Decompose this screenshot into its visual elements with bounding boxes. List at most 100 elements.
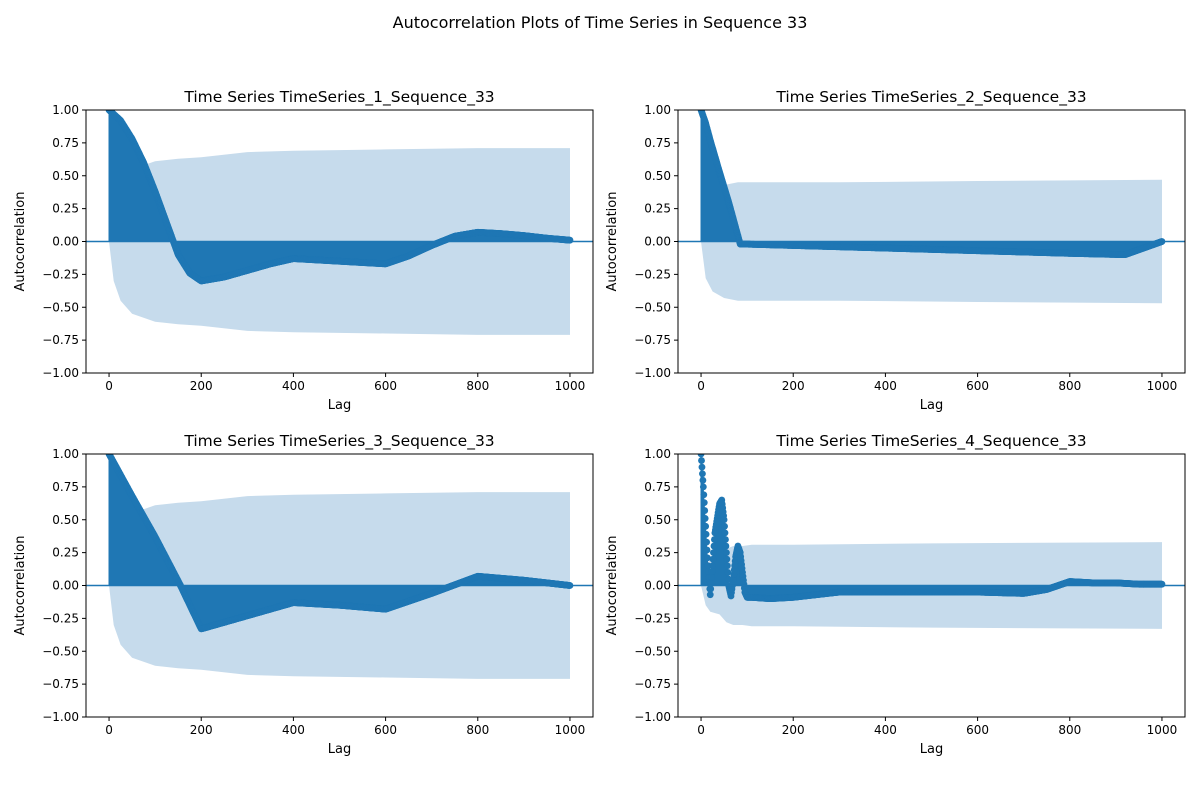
- y-tick-label: 0.50: [644, 169, 671, 183]
- y-tick-label: 0.25: [52, 546, 79, 560]
- y-tick-label: −1.00: [634, 710, 671, 724]
- x-tick-label: 200: [190, 379, 213, 393]
- y-tick-label: −1.00: [42, 710, 79, 724]
- y-tick-label: 0.50: [52, 169, 79, 183]
- y-tick-label: 1.00: [52, 103, 79, 117]
- y-tick-label: 0.00: [644, 579, 671, 593]
- acf-point: [704, 554, 711, 562]
- x-tick-label: 0: [105, 379, 113, 393]
- x-tick-label: 800: [1058, 379, 1081, 393]
- acf-point: [702, 530, 710, 538]
- acf-point: [702, 522, 710, 530]
- x-axis-label: Lag: [328, 742, 351, 757]
- y-tick-label: −0.50: [42, 644, 79, 658]
- acf-point: [723, 555, 731, 563]
- figure-title: Autocorrelation Plots of Time Series in …: [392, 13, 808, 32]
- y-tick-label: 1.00: [644, 103, 671, 117]
- acf-point: [723, 549, 730, 557]
- acf-point: [700, 499, 708, 507]
- x-tick-label: 400: [874, 379, 897, 393]
- acf-point: [699, 470, 706, 478]
- y-tick-label: 0.75: [644, 480, 671, 494]
- acf-point: [721, 522, 728, 530]
- x-tick-label: 600: [966, 723, 989, 737]
- acf-point: [710, 542, 718, 550]
- y-tick-label: −0.25: [634, 267, 671, 281]
- plot-area: [678, 454, 1185, 629]
- x-tick-label: 1000: [1147, 723, 1178, 737]
- y-tick-label: 0.25: [52, 202, 79, 216]
- x-tick-label: 0: [697, 723, 705, 737]
- y-tick-label: −0.25: [634, 611, 671, 625]
- x-tick-label: 800: [1058, 723, 1081, 737]
- acf-point: [721, 529, 729, 537]
- x-tick-label: 1000: [555, 723, 586, 737]
- y-tick-label: 0.75: [52, 480, 79, 494]
- x-tick-label: 200: [190, 723, 213, 737]
- y-axis-label: Autocorrelation: [13, 536, 28, 636]
- y-tick-label: 0.00: [52, 579, 79, 593]
- acf-point: [720, 516, 728, 524]
- x-tick-label: 600: [374, 379, 397, 393]
- x-tick-label: 800: [466, 723, 489, 737]
- acf-markers: [105, 110, 574, 285]
- y-tick-label: −1.00: [634, 366, 671, 380]
- x-tick-label: 400: [282, 723, 305, 737]
- x-tick-label: 600: [374, 723, 397, 737]
- y-tick-label: −0.75: [42, 677, 79, 691]
- acf-point: [708, 573, 716, 581]
- plot-area: [86, 110, 593, 335]
- acf-point: [708, 568, 716, 575]
- panel-title: Time Series TimeSeries_1_Sequence_33: [183, 88, 494, 107]
- acf-point: [698, 457, 705, 464]
- x-tick-label: 200: [782, 379, 805, 393]
- x-axis-label: Lag: [920, 742, 943, 757]
- y-tick-label: 0.25: [644, 546, 671, 560]
- plot-area: [678, 110, 1185, 304]
- x-tick-label: 600: [966, 379, 989, 393]
- acf-markers: [697, 110, 1166, 259]
- y-tick-label: 0.75: [644, 136, 671, 150]
- panel-title: Time Series TimeSeries_4_Sequence_33: [775, 432, 1086, 451]
- acf-point: [711, 536, 718, 543]
- acf-point: [699, 476, 707, 484]
- acf-point: [698, 463, 706, 471]
- acf-point: [722, 536, 729, 543]
- acf-point: [700, 491, 708, 499]
- acf-point: [1158, 580, 1166, 588]
- y-axis-label: Autocorrelation: [605, 536, 620, 636]
- acf-point: [566, 236, 574, 244]
- acf-point: [724, 568, 732, 576]
- y-tick-label: −0.75: [634, 677, 671, 691]
- x-tick-label: 1000: [555, 379, 586, 393]
- acf-point: [722, 542, 730, 550]
- panel-title: Time Series TimeSeries_2_Sequence_33: [775, 88, 1086, 107]
- acf-point: [706, 591, 714, 599]
- y-tick-label: 0.50: [52, 513, 79, 527]
- y-tick-label: −0.75: [42, 333, 79, 347]
- acf-point: [699, 483, 707, 491]
- acf-point: [709, 555, 717, 563]
- y-tick-label: −0.50: [634, 644, 671, 658]
- x-tick-label: 0: [697, 379, 705, 393]
- y-tick-label: 0.25: [644, 202, 671, 216]
- y-tick-label: 1.00: [52, 447, 79, 461]
- y-tick-label: 0.00: [52, 235, 79, 249]
- y-tick-label: −0.50: [634, 300, 671, 314]
- acf-point: [697, 454, 705, 458]
- y-tick-label: −0.50: [42, 300, 79, 314]
- acf-point: [723, 562, 731, 570]
- acf-point: [703, 538, 710, 546]
- y-tick-label: 0.50: [644, 513, 671, 527]
- x-tick-label: 1000: [1147, 379, 1178, 393]
- y-tick-label: 0.75: [52, 136, 79, 150]
- x-axis-label: Lag: [920, 398, 943, 413]
- acf-panel-1: 0 200 400 600 800 1000 −1.00 −0.75 −0.50 −0.25 0.0…: [13, 88, 594, 413]
- y-tick-label: −0.25: [42, 611, 79, 625]
- x-tick-label: 0: [105, 723, 113, 737]
- y-tick-label: −0.75: [634, 333, 671, 347]
- y-tick-label: −1.00: [42, 366, 79, 380]
- y-axis-label: Autocorrelation: [13, 192, 28, 292]
- plot-area: [86, 454, 593, 679]
